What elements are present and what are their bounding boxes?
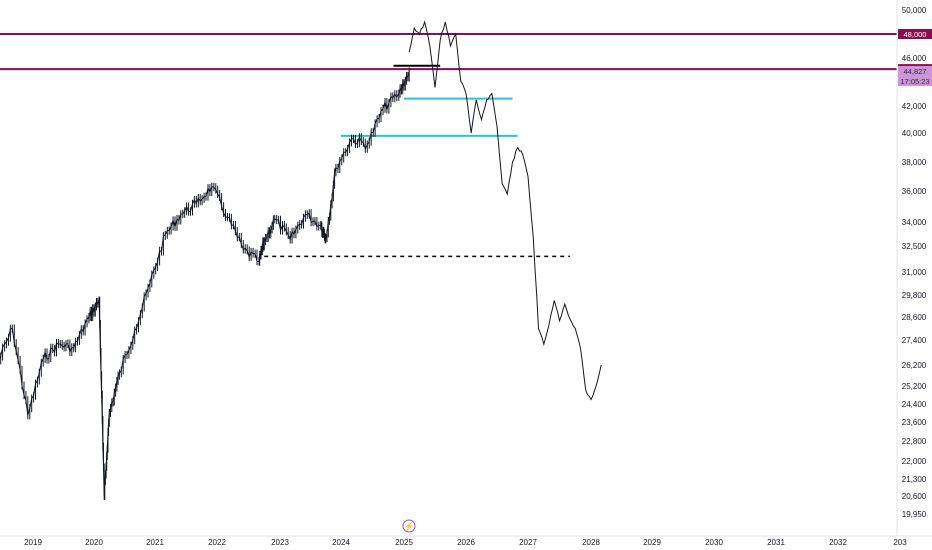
price-badge-label: 17:05:23 xyxy=(900,77,929,86)
price-badge xyxy=(898,76,932,86)
y-tick-label: 46,000 xyxy=(902,54,927,63)
projection-line xyxy=(408,20,602,401)
y-tick-label: 29,800 xyxy=(902,291,927,300)
x-tick-label: 203 xyxy=(893,538,907,547)
y-tick-label: 20,600 xyxy=(902,492,927,501)
x-tick-label: 2032 xyxy=(829,538,847,547)
projection-series xyxy=(408,20,602,401)
x-tick-label: 2026 xyxy=(457,538,475,547)
price-line xyxy=(0,71,410,497)
x-tick-label: 2027 xyxy=(519,538,537,547)
x-tick-label: 2023 xyxy=(271,538,289,547)
price-badge-label: 44,827 xyxy=(904,67,927,76)
x-tick-label: 2031 xyxy=(767,538,785,547)
y-tick-label: 50,000 xyxy=(902,6,927,15)
x-tick-label: 2029 xyxy=(643,538,661,547)
y-tick-label: 28,600 xyxy=(902,313,927,322)
y-axis[interactable]: 50,000 46,000 44,827 42,000 40,000 38,000 36,0… xyxy=(902,6,927,519)
y-tick-label: 31,000 xyxy=(902,268,927,277)
y-tick-label: 34,000 xyxy=(902,218,927,227)
y-tick-label: 40,000 xyxy=(902,129,927,138)
y-tick-label: 38,000 xyxy=(902,158,927,167)
price-badge xyxy=(898,66,932,76)
y-tick-label: 26,200 xyxy=(902,361,927,370)
y-tick-label: 24,400 xyxy=(902,400,927,409)
x-tick-label: 2019 xyxy=(24,538,42,547)
price-series xyxy=(0,67,410,500)
x-tick-label: 2030 xyxy=(705,538,723,547)
y-tick-label: 36,000 xyxy=(902,187,927,196)
y-tick-label: 42,000 xyxy=(902,102,927,111)
price-badge-label: 48,000 xyxy=(904,30,927,39)
x-tick-label: 2025 xyxy=(395,538,413,547)
x-tick-label: 2021 xyxy=(146,538,164,547)
x-axis[interactable]: 2019 2020 2021 2022 2023 2024 2025 2026 2027 2028… xyxy=(24,538,907,547)
lightning-icon: ⚡ xyxy=(404,521,414,531)
price-badge xyxy=(898,29,932,39)
lightning-button[interactable]: ⚡ xyxy=(402,519,416,533)
y-tick-label: 23,600 xyxy=(902,418,927,427)
y-tick-label: 19,950 xyxy=(902,510,927,519)
y-tick-label: 22,000 xyxy=(902,457,927,466)
x-tick-label: 2020 xyxy=(85,538,103,547)
x-tick-label: 2022 xyxy=(208,538,226,547)
y-tick-label: 21,300 xyxy=(902,475,927,484)
y-tick-label: 27,400 xyxy=(902,336,927,345)
y-tick-label: 25,200 xyxy=(902,382,927,391)
y-tick-label: 32,500 xyxy=(902,242,927,251)
x-tick-label: 2028 xyxy=(582,538,600,547)
x-tick-label: 2024 xyxy=(332,538,350,547)
y-tick-label: 22,800 xyxy=(902,437,927,446)
